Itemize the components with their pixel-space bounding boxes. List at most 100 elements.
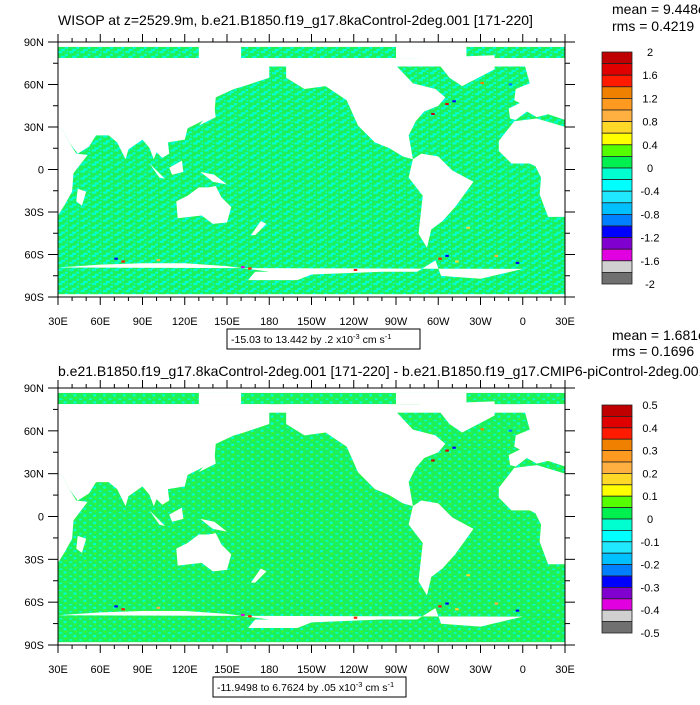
data-speck xyxy=(508,429,513,432)
colorbar-box xyxy=(601,564,633,577)
colorbar-box xyxy=(601,450,633,463)
lon-label: 150E xyxy=(214,664,240,676)
data-speck xyxy=(515,261,520,264)
info-exponent: -3 xyxy=(353,332,360,341)
data-speck xyxy=(431,112,435,115)
colorbar-label: 0 xyxy=(647,514,653,526)
colorbar-label: -1.2 xyxy=(641,233,660,245)
info-exponent: -3 xyxy=(356,680,363,689)
colorbar-label: 0 xyxy=(647,163,653,175)
land-eurasia xyxy=(58,58,270,160)
data-speck xyxy=(248,615,252,618)
data-speck xyxy=(438,605,442,608)
lat-label: 90N xyxy=(24,37,44,49)
colorbar-box xyxy=(601,248,633,262)
land-africaE xyxy=(58,473,88,563)
info-unit-exponent: -1 xyxy=(388,680,395,689)
info-unit: cm s xyxy=(360,334,385,346)
data-speck xyxy=(494,254,499,257)
colorbar-label: -0.2 xyxy=(641,560,660,572)
colorbar-box xyxy=(601,518,633,531)
colorbar-label: 0.2 xyxy=(642,468,657,480)
polar-mask xyxy=(58,390,565,393)
data-speck xyxy=(156,606,161,609)
land-nz xyxy=(250,568,267,583)
data-speck xyxy=(445,103,449,106)
info-text: -15.03 to 13.442 by .2 x10-3 cm s-1 xyxy=(231,332,391,346)
land-samerica xyxy=(408,153,474,248)
data-speck xyxy=(445,254,449,257)
panel-top: WISOP at z=2529.9m, b.e21.B1850.f19_g17.… xyxy=(24,1,700,350)
land-samerica xyxy=(408,500,474,596)
lon-label: 60W xyxy=(427,316,450,328)
colorbar-label: 0.8 xyxy=(642,117,657,129)
data-speck xyxy=(353,268,358,271)
data-speck xyxy=(248,267,252,270)
contour-info-box: -15.03 to 13.442 by .2 x10-3 cm s-1 xyxy=(226,328,421,350)
land-antarctica xyxy=(58,608,523,645)
data-speck xyxy=(121,260,125,263)
lat-label: 30N xyxy=(24,469,44,481)
land-indo2 xyxy=(169,507,184,522)
colorbar: 0.5 0.4 0.3 0.2 0.1 0 -0.1 -0.2 -0.3 -0.4 -0.5 xyxy=(601,400,660,640)
lon-label: 30E xyxy=(48,664,68,676)
colorbar-box xyxy=(601,587,633,600)
lat-label: 0 xyxy=(38,512,44,524)
lon-label: 90W xyxy=(385,316,408,328)
land-japan xyxy=(198,107,216,126)
arctic-mask xyxy=(396,46,467,59)
data-speck xyxy=(455,260,459,263)
colorbar-box xyxy=(601,598,633,611)
lon-label: 90E xyxy=(133,664,153,676)
data-speck xyxy=(121,608,125,611)
colorbar-box xyxy=(601,132,633,146)
lat-label: 60N xyxy=(24,80,44,92)
map-plot: 30E 60E 90E 120E 150E 180 150W 120W 90W 60W 30W 0 30… xyxy=(24,34,575,328)
land-madag xyxy=(76,535,87,553)
colorbar-label: 1.6 xyxy=(642,70,657,82)
arctic-mask xyxy=(198,392,242,405)
rms-value: rms = 0.1696 xyxy=(612,343,694,359)
colorbar-box xyxy=(601,98,633,111)
land-australia xyxy=(176,185,232,224)
land-indo2 xyxy=(169,160,184,175)
colorbar-box xyxy=(601,438,633,452)
info-unit-exponent: -1 xyxy=(385,332,392,341)
info-box-frame xyxy=(226,328,421,350)
colorbar-label: 0.4 xyxy=(642,423,657,435)
lon-label: 120E xyxy=(172,664,198,676)
lon-label: 30E xyxy=(48,316,68,328)
lat-label: 30N xyxy=(24,122,44,134)
data-speck xyxy=(445,602,449,605)
colorbar-box xyxy=(601,74,633,88)
data-speck xyxy=(455,608,459,611)
data-speck xyxy=(114,257,118,260)
lat-label: 30S xyxy=(24,554,44,566)
colorbar-box xyxy=(601,609,633,623)
lon-label: 120E xyxy=(172,316,198,328)
colorbar-box xyxy=(601,190,633,204)
lon-label: 60E xyxy=(90,664,110,676)
colorbar-box xyxy=(601,51,633,65)
lat-label: 60N xyxy=(24,426,44,438)
polar-mask xyxy=(58,44,565,47)
colorbar-label: 2 xyxy=(647,47,653,59)
colorbar-box xyxy=(601,167,633,181)
lon-label: 180 xyxy=(260,316,278,328)
lon-label: 60W xyxy=(427,664,450,676)
land-africaW xyxy=(498,465,565,565)
colorbar-box xyxy=(601,507,633,520)
data-speck xyxy=(466,574,470,577)
data-speck xyxy=(438,257,442,260)
map-plot: 30E 60E 90E 120E 150E 180 150W 120W 90W 60W 30W 0 30… xyxy=(24,380,575,676)
data-speck xyxy=(114,605,118,608)
land-europe xyxy=(508,404,565,467)
colorbar-box xyxy=(601,155,633,169)
lat-label: 90N xyxy=(24,383,44,395)
land-greenland xyxy=(419,55,495,87)
colorbar-box xyxy=(601,260,633,273)
lon-label: 120W xyxy=(339,316,368,328)
colorbar-box xyxy=(601,415,633,429)
colorbar-box xyxy=(601,484,633,497)
land-greenland xyxy=(419,401,495,433)
